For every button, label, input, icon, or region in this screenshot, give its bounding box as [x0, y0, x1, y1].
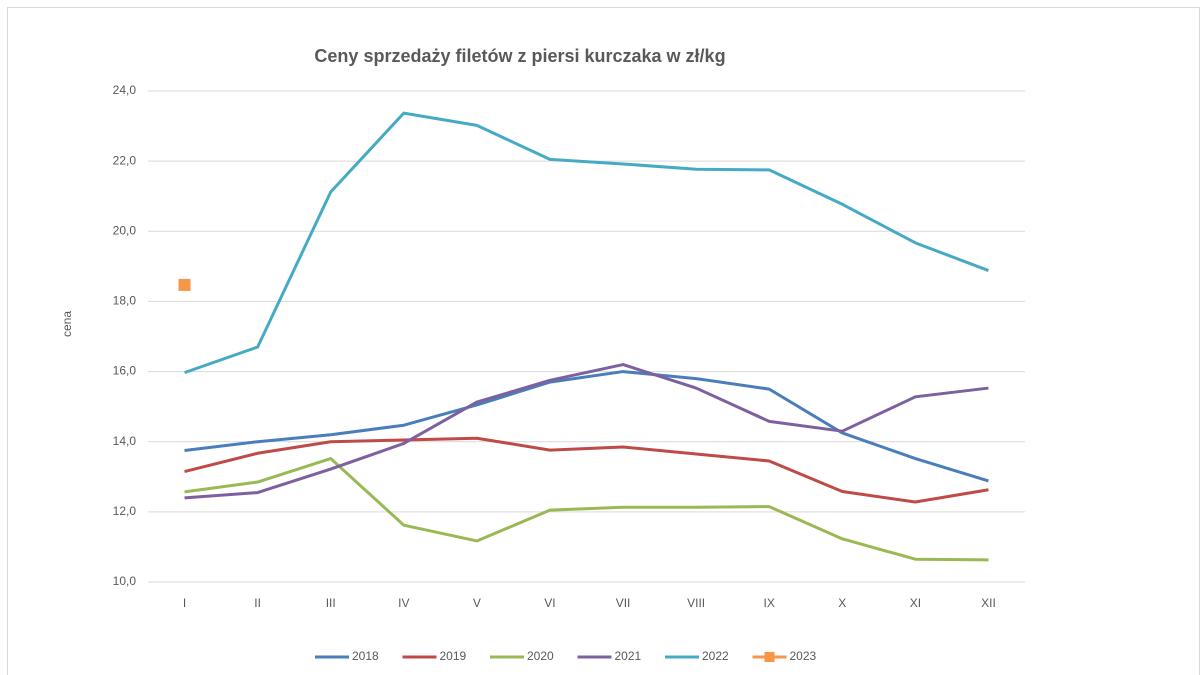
legend-label: 2022 — [702, 649, 729, 663]
y-tick-label: 18,0 — [113, 294, 137, 308]
series-marker — [178, 278, 191, 291]
legend-label: 2019 — [440, 649, 467, 663]
x-tick-label: XI — [910, 596, 921, 610]
y-tick-label: 24,0 — [113, 83, 137, 97]
x-tick-label: VIII — [687, 596, 705, 610]
x-tick-label: V — [473, 596, 481, 610]
y-tick-label: 14,0 — [113, 434, 137, 448]
x-tick-label: IX — [764, 596, 775, 610]
series-line — [184, 457, 989, 562]
y-tick-label: 10,0 — [113, 574, 137, 588]
y-axis-label: cena — [60, 311, 74, 337]
y-tick-label: 20,0 — [113, 223, 137, 237]
y-tick-label: 12,0 — [113, 504, 137, 518]
series-line — [184, 370, 989, 483]
y-tick-label: 22,0 — [113, 153, 137, 167]
series-line — [184, 111, 989, 375]
legend-label: 2018 — [352, 649, 379, 663]
x-tick-label: III — [326, 596, 336, 610]
y-tick-label: 16,0 — [113, 364, 137, 378]
legend-label: 2020 — [527, 649, 554, 663]
legend-label: 2023 — [790, 649, 817, 663]
chart-frame — [7, 7, 1200, 675]
x-tick-label: X — [838, 596, 846, 610]
x-tick-label: IV — [398, 596, 409, 610]
legend-marker — [764, 652, 775, 662]
series-line — [184, 363, 989, 500]
x-tick-label: I — [183, 596, 186, 610]
x-tick-label: VII — [616, 596, 631, 610]
x-tick-label: VI — [544, 596, 555, 610]
chart-title: Ceny sprzedaży filetów z piersi kurczaka… — [314, 46, 725, 66]
x-tick-label: II — [254, 596, 261, 610]
x-tick-label: XII — [981, 596, 996, 610]
legend-label: 2021 — [615, 649, 642, 663]
series-line — [184, 436, 989, 504]
